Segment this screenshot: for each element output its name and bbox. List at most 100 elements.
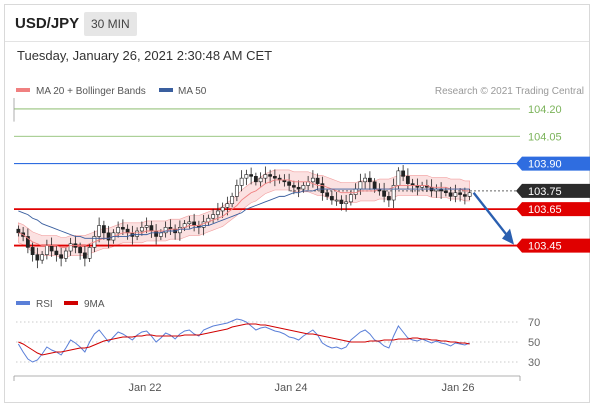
candle-body: [35, 254, 40, 261]
candle-body: [244, 174, 249, 179]
candle-body: [329, 196, 334, 201]
nine-ma-legend-swatch: [64, 301, 78, 305]
candle-body: [211, 214, 216, 219]
candle-body: [16, 228, 21, 234]
candle-body: [25, 236, 30, 248]
candle-body: [320, 183, 325, 194]
candle-body: [139, 227, 144, 232]
candle-body: [97, 225, 102, 237]
rsi-level-label: 50: [528, 337, 540, 349]
candle-body: [239, 177, 244, 186]
candle-body: [87, 247, 92, 259]
candle-body: [154, 230, 159, 237]
rsi-legend-label: RSI: [36, 299, 53, 310]
rsi-level-label: 30: [528, 357, 540, 369]
price-level-label: 103.45: [528, 241, 562, 253]
candle-body: [68, 243, 73, 252]
ma50-legend-swatch: [159, 88, 173, 92]
price-level-label: 103.65: [528, 204, 562, 216]
candle-body: [315, 177, 320, 184]
chart-widget: USD/JPY 30 MIN Tuesday, January 26, 2021…: [4, 4, 590, 403]
candle-body: [462, 194, 467, 197]
price-level-tag: [516, 238, 590, 253]
candle-body: [106, 232, 111, 241]
candle-body: [344, 201, 349, 204]
candle-body: [225, 203, 230, 208]
time-axis: Jan 22 Jan 24 Jan 26: [13, 375, 521, 394]
candle-body: [467, 192, 472, 197]
candle-body: [187, 221, 192, 225]
candle-body: [125, 228, 130, 234]
candle-body: [448, 192, 453, 197]
candle-body: [49, 245, 54, 252]
price-plot: 104.20 104.05 103.90 103.75 103.65 103.45: [13, 98, 590, 269]
candle-body: [230, 196, 235, 204]
candle-body: [78, 247, 83, 254]
candle-body: [310, 177, 315, 183]
candle-body: [291, 185, 296, 188]
candle-body: [339, 199, 344, 204]
price-level-label: 103.75: [528, 186, 562, 198]
nine-ma-line: [18, 323, 470, 356]
candle-body: [234, 185, 239, 197]
candle-body: [401, 170, 406, 177]
candle-body: [268, 174, 273, 177]
price-level-label: 103.90: [528, 159, 562, 171]
candle-body: [258, 177, 263, 183]
candle-body: [396, 170, 401, 186]
rsi-line: [17, 318, 470, 363]
candle-body: [443, 190, 448, 194]
candle-body: [367, 177, 372, 183]
ma50-line: [18, 188, 470, 239]
ma20-legend-label: MA 20 + Bollinger Bands: [36, 86, 146, 97]
candle-body: [144, 225, 149, 228]
x-tick-label: Jan 22: [128, 382, 161, 394]
candle-body: [59, 254, 64, 259]
ma20-line: [18, 179, 470, 248]
candle-body: [249, 174, 254, 177]
candle-body: [372, 181, 377, 190]
price-level-tag: [516, 202, 590, 217]
rsi-level-label: 70: [528, 317, 540, 329]
credit-text: Research © 2021 Trading Central: [435, 86, 584, 97]
candle-body: [120, 227, 125, 230]
candle-body: [220, 207, 225, 212]
candle-body: [301, 185, 306, 190]
candle-body: [453, 192, 458, 197]
candle-body: [272, 176, 277, 179]
candle-body: [458, 192, 463, 195]
candle-body: [334, 199, 339, 202]
x-tick-label: Jan 26: [441, 382, 474, 394]
candle-body: [287, 181, 292, 186]
candle-body: [382, 190, 387, 197]
price-level-tag: [516, 156, 590, 171]
candle-body: [263, 174, 268, 179]
candle-body: [358, 181, 363, 190]
ma20-legend-swatch: [16, 88, 30, 92]
timeframe-selector[interactable]: 30 MIN: [84, 12, 137, 36]
candle-body: [63, 250, 68, 259]
candle-body: [386, 196, 391, 201]
price-level-tag: [516, 183, 590, 198]
forecast-arrow-shaft: [472, 191, 509, 238]
nine-ma-legend-label: 9MA: [84, 299, 105, 310]
candle-body: [296, 186, 301, 190]
candle-body: [391, 185, 396, 201]
candle-body: [30, 247, 35, 255]
candle-body: [363, 177, 368, 183]
ma50-legend-label: MA 50: [178, 86, 207, 97]
candle-body: [135, 230, 140, 237]
price-level-label: 104.05: [528, 131, 562, 143]
chart-datetime: Tuesday, January 26, 2021 2:30:48 AM CET: [17, 48, 273, 63]
rsi-plot: 70 50 30: [16, 317, 540, 369]
candle-body: [215, 210, 220, 215]
chart-header: USD/JPY 30 MIN: [5, 5, 589, 42]
bollinger-band: [18, 169, 470, 258]
rsi-legend-swatch: [16, 301, 30, 305]
candle-body: [40, 254, 45, 261]
candle-body: [101, 225, 106, 234]
forecast-arrow-head: [502, 228, 514, 245]
candle-body: [192, 221, 197, 226]
candle-body: [405, 176, 410, 184]
